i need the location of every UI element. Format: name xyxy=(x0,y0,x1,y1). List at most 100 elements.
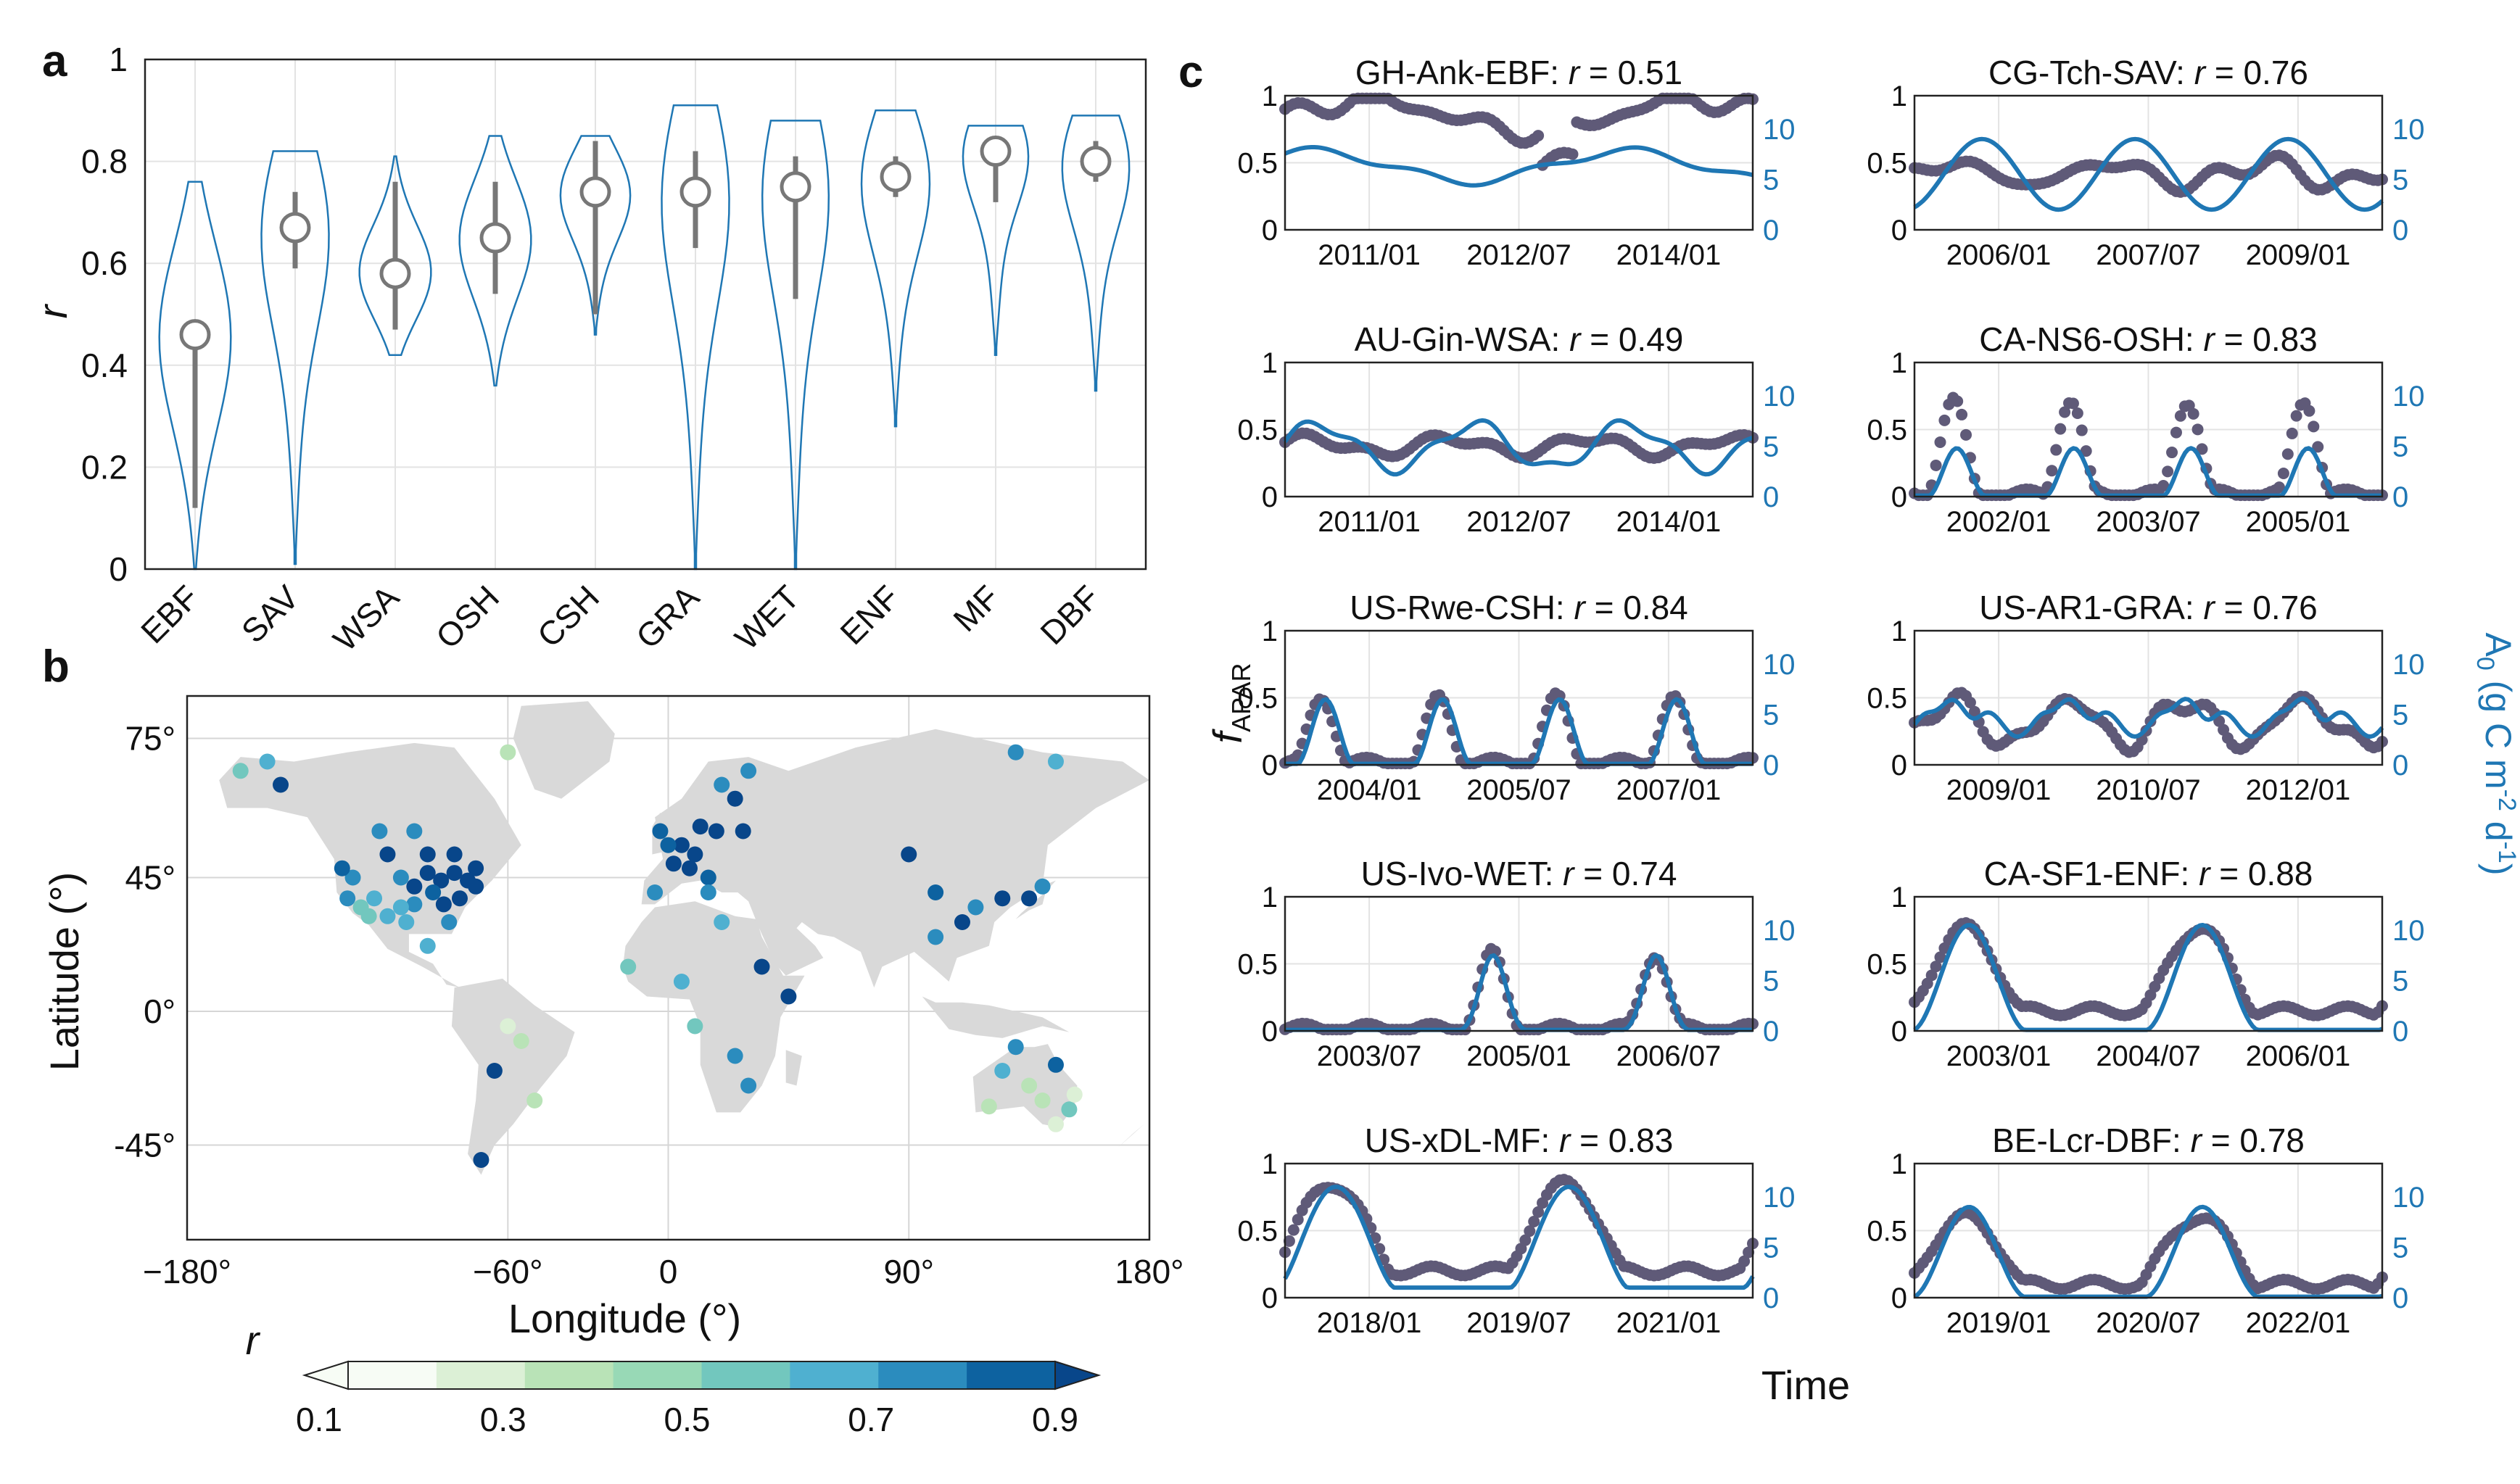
x-tick-label: 2003/07 xyxy=(2096,506,2201,538)
site-marker xyxy=(780,988,797,1005)
x-tick-label: OSH xyxy=(429,578,506,655)
site-marker xyxy=(371,823,388,840)
a0-line xyxy=(1913,1204,2383,1299)
site-marker xyxy=(901,846,917,863)
right-tick-label: 0 xyxy=(2392,1282,2408,1314)
right-tick-label: 0 xyxy=(2392,481,2408,513)
median-marker-SAV xyxy=(279,212,311,244)
violin-DBF xyxy=(1061,115,1131,392)
fapar-point xyxy=(2170,426,2182,439)
x-tick-label: MF xyxy=(946,578,1007,639)
right-tick-label: 0 xyxy=(1763,750,1779,782)
fapar-point xyxy=(1738,1255,1751,1267)
violin-GRA xyxy=(661,104,730,571)
site-marker xyxy=(379,846,396,863)
fapar-point xyxy=(1283,1235,1295,1247)
right-tick-label: 0 xyxy=(2392,750,2408,782)
site-marker xyxy=(673,974,690,990)
a0-line xyxy=(1283,1185,1755,1290)
site-marker xyxy=(406,896,423,913)
site-marker xyxy=(468,860,484,876)
fapar-point xyxy=(1566,148,1579,160)
panel-title: BE-Lcr-DBF: r = 0.78 xyxy=(1992,1122,2305,1159)
left-tick-label: 1 xyxy=(1262,80,1278,112)
site-marker xyxy=(665,855,682,872)
title-r-value: = 0.84 xyxy=(1585,589,1688,626)
left-tick-label: 0 xyxy=(1262,215,1278,246)
fapar-point xyxy=(2273,481,2285,494)
fapar-point xyxy=(2191,423,2204,436)
site-marker xyxy=(500,744,516,760)
x-tick-label: 2004/01 xyxy=(1317,774,1422,806)
map-axes-frame xyxy=(186,695,1151,1241)
x-tick-label: 180° xyxy=(1115,1253,1183,1290)
right-axis-label-mid: d xyxy=(2478,811,2519,842)
site-marker xyxy=(392,899,409,916)
land-nz xyxy=(1117,1124,1144,1148)
title-r-symbol: r xyxy=(1563,855,1575,892)
fapar-point xyxy=(2286,427,2298,439)
site-marker xyxy=(360,908,377,924)
x-tick-label: DBF xyxy=(1033,578,1107,652)
left-tick-label: 1 xyxy=(1891,1148,1907,1180)
x-axis-label: Longitude (°) xyxy=(508,1296,741,1341)
site-marker xyxy=(647,884,664,900)
site-marker xyxy=(513,1033,529,1049)
title-r-value: = 0.76 xyxy=(2215,589,2318,626)
site-marker xyxy=(473,1152,489,1168)
site-marker xyxy=(1066,1086,1083,1103)
colorbar-bin xyxy=(613,1361,702,1389)
panel-title: US-Ivo-WET: r = 0.74 xyxy=(1361,855,1677,892)
fapar-point xyxy=(1934,951,1946,963)
right-axis-label: A0 (g C m-2 d-1) xyxy=(2471,632,2520,875)
site-marker xyxy=(406,823,423,840)
site-marker xyxy=(994,890,1011,907)
x-tick-label: 2003/01 xyxy=(1946,1040,2052,1072)
x-tick-label: 2006/07 xyxy=(1616,1040,1722,1072)
left-axis-label-sub: APAR xyxy=(1226,663,1256,732)
left-tick-label: 0 xyxy=(1891,481,1907,513)
site-marker xyxy=(954,914,970,930)
right-tick-label: 0 xyxy=(2392,1016,2408,1048)
right-tick-label: 5 xyxy=(2392,431,2408,463)
land-south-america xyxy=(451,978,575,1175)
y-tick-label: 0.4 xyxy=(81,347,128,384)
left-tick-label: 1 xyxy=(1891,347,1907,379)
site-marker xyxy=(451,890,468,907)
title-r-value: = 0.83 xyxy=(2215,320,2318,358)
site-marker xyxy=(700,869,716,886)
land-indonesia xyxy=(922,996,1070,1038)
right-axis-label-close: ) xyxy=(2478,863,2519,876)
axes-frame xyxy=(1913,94,2384,231)
axes-frame xyxy=(1913,629,2384,766)
colorbar-frame xyxy=(347,1361,1056,1390)
axes-frame xyxy=(144,58,1147,571)
axes-frame xyxy=(1913,361,2384,498)
left-tick-label: 0 xyxy=(1262,750,1278,782)
violin-chart: 0 0.2 0.4 0.6 0.8 1 EBF SAV WSA OSH CSH GRA WET ENF MF… xyxy=(30,41,1147,658)
left-tick-label: 1 xyxy=(1891,882,1907,913)
title-r-value: = 0.88 xyxy=(2210,855,2313,892)
fapar-point xyxy=(2080,445,2092,457)
colorbar-bin xyxy=(436,1361,526,1389)
title-site: US-Rwe-CSH: xyxy=(1350,589,1574,626)
fapar-point xyxy=(1524,1225,1536,1238)
x-tick-label: 2010/07 xyxy=(2096,774,2201,806)
right-tick-label: 10 xyxy=(1763,649,1796,681)
site-marker xyxy=(392,869,409,886)
x-tick-label: 2005/01 xyxy=(2246,506,2351,538)
panel-title: CG-Tch-SAV: r = 0.76 xyxy=(1988,54,2308,91)
title-r-value: = 0.76 xyxy=(2205,54,2308,91)
x-tick-label: 2014/01 xyxy=(1616,506,1722,538)
median-marker-CSH xyxy=(579,176,611,208)
fapar-point xyxy=(2290,410,2302,422)
violin-CSH xyxy=(559,135,632,336)
fapar-point xyxy=(2067,397,2079,410)
x-tick-label: 2021/01 xyxy=(1616,1307,1722,1339)
site-marker xyxy=(334,860,350,876)
a0-line xyxy=(1913,136,2384,212)
y-tick-label: -45° xyxy=(114,1127,175,1164)
